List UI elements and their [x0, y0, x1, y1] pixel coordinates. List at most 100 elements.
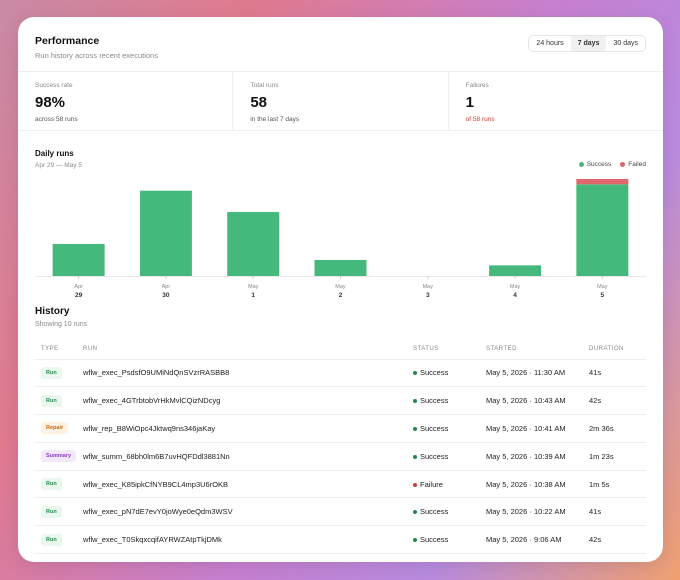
legend-item-failed: Failed	[620, 161, 646, 168]
cell-type: Repair	[35, 414, 83, 443]
table-row[interactable]: Repair wflw_rep_B8WiOpc4Jktwq9ns346jaKay S…	[35, 414, 646, 443]
stat-value: 58	[250, 94, 268, 111]
type-badge: Run	[41, 478, 62, 491]
table-header-row: TYPE RUN STATUS STARTED DURATION	[35, 339, 646, 360]
cell-run-id[interactable]: wflw_exec_T0SkqxcqifAYRWZAtpTkjDMk	[83, 525, 413, 555]
cell-run-id[interactable]: wflw_exec_K85ipkCfNYB9CL4mp3U6rOKB	[83, 470, 413, 499]
page-subtitle: Run history across recent executions	[35, 51, 158, 60]
cell-type: Run	[35, 470, 83, 499]
x-tick-label-day: 29	[75, 292, 83, 299]
table-row[interactable]: Summary wflw_summ_68bh0lm6B7uvHQFDdl3881N…	[35, 442, 646, 471]
x-tick-label-day: 30	[162, 292, 170, 299]
table-row[interactable]: Run wflw_exec_pN7dE7evY0joWye0eQdm3WSV Suc…	[35, 497, 646, 527]
cell-started: May 5, 2026 · 10:43 AM	[486, 386, 589, 416]
table-row[interactable]: Run wflw_exec_T0SkqxcqifAYRWZAtpTkjDMk Suc…	[35, 525, 646, 555]
x-tick-label-month: May	[423, 284, 434, 290]
cell-run-id[interactable]: wflw_exec_PsdsfO9UMiNdQnSVzrRASBB8	[83, 359, 413, 388]
range-7-days-button[interactable]: 7 days	[570, 36, 607, 51]
type-badge: Summary	[41, 450, 77, 463]
cell-run-id[interactable]: wflw_exec_4GTrbtobVrHkMvlCQizNDcyg	[83, 386, 413, 416]
stat-label: Total runs	[250, 82, 279, 89]
cell-started: May 5, 2026 · 10:41 AM	[486, 414, 589, 443]
bar-success-apr-30[interactable]	[139, 190, 192, 276]
cell-duration: 41s	[589, 497, 646, 527]
cell-type: Run	[35, 386, 83, 416]
cell-duration: 2m 36s	[589, 414, 646, 443]
cell-status: Success	[413, 359, 486, 388]
cell-duration: 42s	[589, 525, 646, 555]
cell-started: May 5, 2026 · 10:22 AM	[486, 497, 589, 527]
cell-duration: 42s	[589, 386, 646, 416]
range-30-days-button[interactable]: 30 days	[613, 40, 638, 47]
cell-run-id[interactable]: wflw_rep_B8WiOpc4Jktwq9ns346jaKay	[83, 414, 413, 443]
column-header-duration: DURATION	[589, 339, 646, 360]
legend-dot-success	[578, 162, 584, 167]
history-subtitle: Showing 10 runs	[35, 321, 88, 328]
daily-runs-chart: Apr 29 Apr 30 May 1 May 2 May 3 May 4 May 5	[35, 179, 646, 299]
bar-failed-may-5[interactable]	[576, 179, 629, 185]
cell-type: Summary	[35, 442, 83, 471]
bar-success-apr-29[interactable]	[52, 244, 105, 276]
legend-item-success: Success	[578, 161, 611, 168]
cell-status: Success	[413, 497, 486, 527]
table-row[interactable]: Run wflw_exec_PsdsfO9UMiNdQnSVzrRASBB8 Suc…	[35, 359, 646, 388]
x-tick-label-month: May	[335, 284, 346, 290]
type-badge: Run	[41, 533, 62, 546]
bar-success-may-4[interactable]	[489, 265, 542, 276]
status-dot	[413, 399, 417, 404]
performance-card: Performance Run history across recent ex…	[18, 17, 663, 562]
stat-value: 1	[465, 94, 474, 111]
time-range-selector: 24 hours 7 days 30 days	[528, 35, 646, 52]
stat-value: 98%	[35, 94, 66, 111]
chart-title: Daily runs	[35, 149, 74, 158]
table-row[interactable]: Run wflw_exec_4GTrbtobVrHkMvlCQizNDcyg Suc…	[35, 386, 646, 416]
cell-type: Run	[35, 525, 83, 555]
cell-run-id[interactable]: wflw_exec_pN7dE7evY0joWye0eQdm3WSV	[83, 497, 413, 527]
cell-type: Run	[35, 497, 83, 527]
x-tick-label-day: 2	[339, 292, 343, 299]
table-row[interactable]: Run wflw_exec_K85ipkCfNYB9CL4mp3U6rOKB Fai…	[35, 470, 646, 499]
type-badge: Run	[41, 366, 62, 379]
status-dot	[413, 371, 417, 376]
stat-total-runs: Total runs 58 in the last 7 days	[233, 72, 449, 130]
cell-status: Success	[413, 525, 486, 555]
cell-started: May 5, 2026 · 9:06 AM	[486, 525, 589, 555]
bar-success-may-2[interactable]	[314, 260, 367, 276]
legend-dot-failed	[620, 162, 626, 167]
status-label: Success	[420, 451, 449, 461]
bar-success-may-5[interactable]	[576, 184, 629, 276]
cell-status: Success	[413, 414, 486, 443]
cell-started: May 5, 2026 · 11:30 AM	[486, 359, 589, 388]
history-title: History	[35, 306, 70, 317]
column-header-run: RUN	[83, 339, 413, 360]
stat-label: Success rate	[35, 82, 73, 89]
chart-date-range: Apr 29 — May 5	[35, 162, 82, 169]
x-tick-label-day: 3	[426, 292, 430, 299]
cell-started: May 5, 2026 · 10:39 AM	[486, 442, 589, 471]
bar-success-may-1[interactable]	[227, 212, 280, 276]
cell-run-id[interactable]: wflw_summ_68bh0lm6B7uvHQFDdl3881Nn	[83, 442, 413, 471]
history-table-body: Run wflw_exec_PsdsfO9UMiNdQnSVzrRASBB8 Suc…	[35, 359, 646, 555]
cell-status: Success	[413, 386, 486, 416]
cell-duration: 1m 23s	[589, 442, 646, 471]
stat-subtext: across 58 runs	[35, 116, 78, 123]
legend-label: Failed	[628, 161, 646, 168]
status-label: Success	[420, 423, 449, 433]
stat-failures: Failures 1 of 58 runs	[449, 72, 663, 130]
status-label: Success	[420, 368, 449, 378]
status-label: Failure	[420, 479, 443, 489]
status-label: Success	[420, 396, 449, 406]
status-label: Success	[420, 535, 449, 545]
type-badge: Repair	[41, 422, 69, 435]
column-header-started: STARTED	[486, 339, 589, 360]
type-badge: Run	[41, 505, 62, 518]
x-tick-label-day: 1	[251, 292, 255, 299]
cell-started: May 5, 2026 · 10:38 AM	[486, 470, 589, 499]
column-header-type: TYPE	[35, 339, 83, 360]
x-tick-label-month: May	[597, 284, 608, 290]
status-dot	[413, 427, 417, 431]
range-24-hours-button[interactable]: 24 hours	[536, 40, 564, 47]
status-dot	[413, 454, 417, 459]
status-label: Success	[420, 507, 449, 517]
stat-subtext: in the last 7 days	[250, 116, 300, 123]
